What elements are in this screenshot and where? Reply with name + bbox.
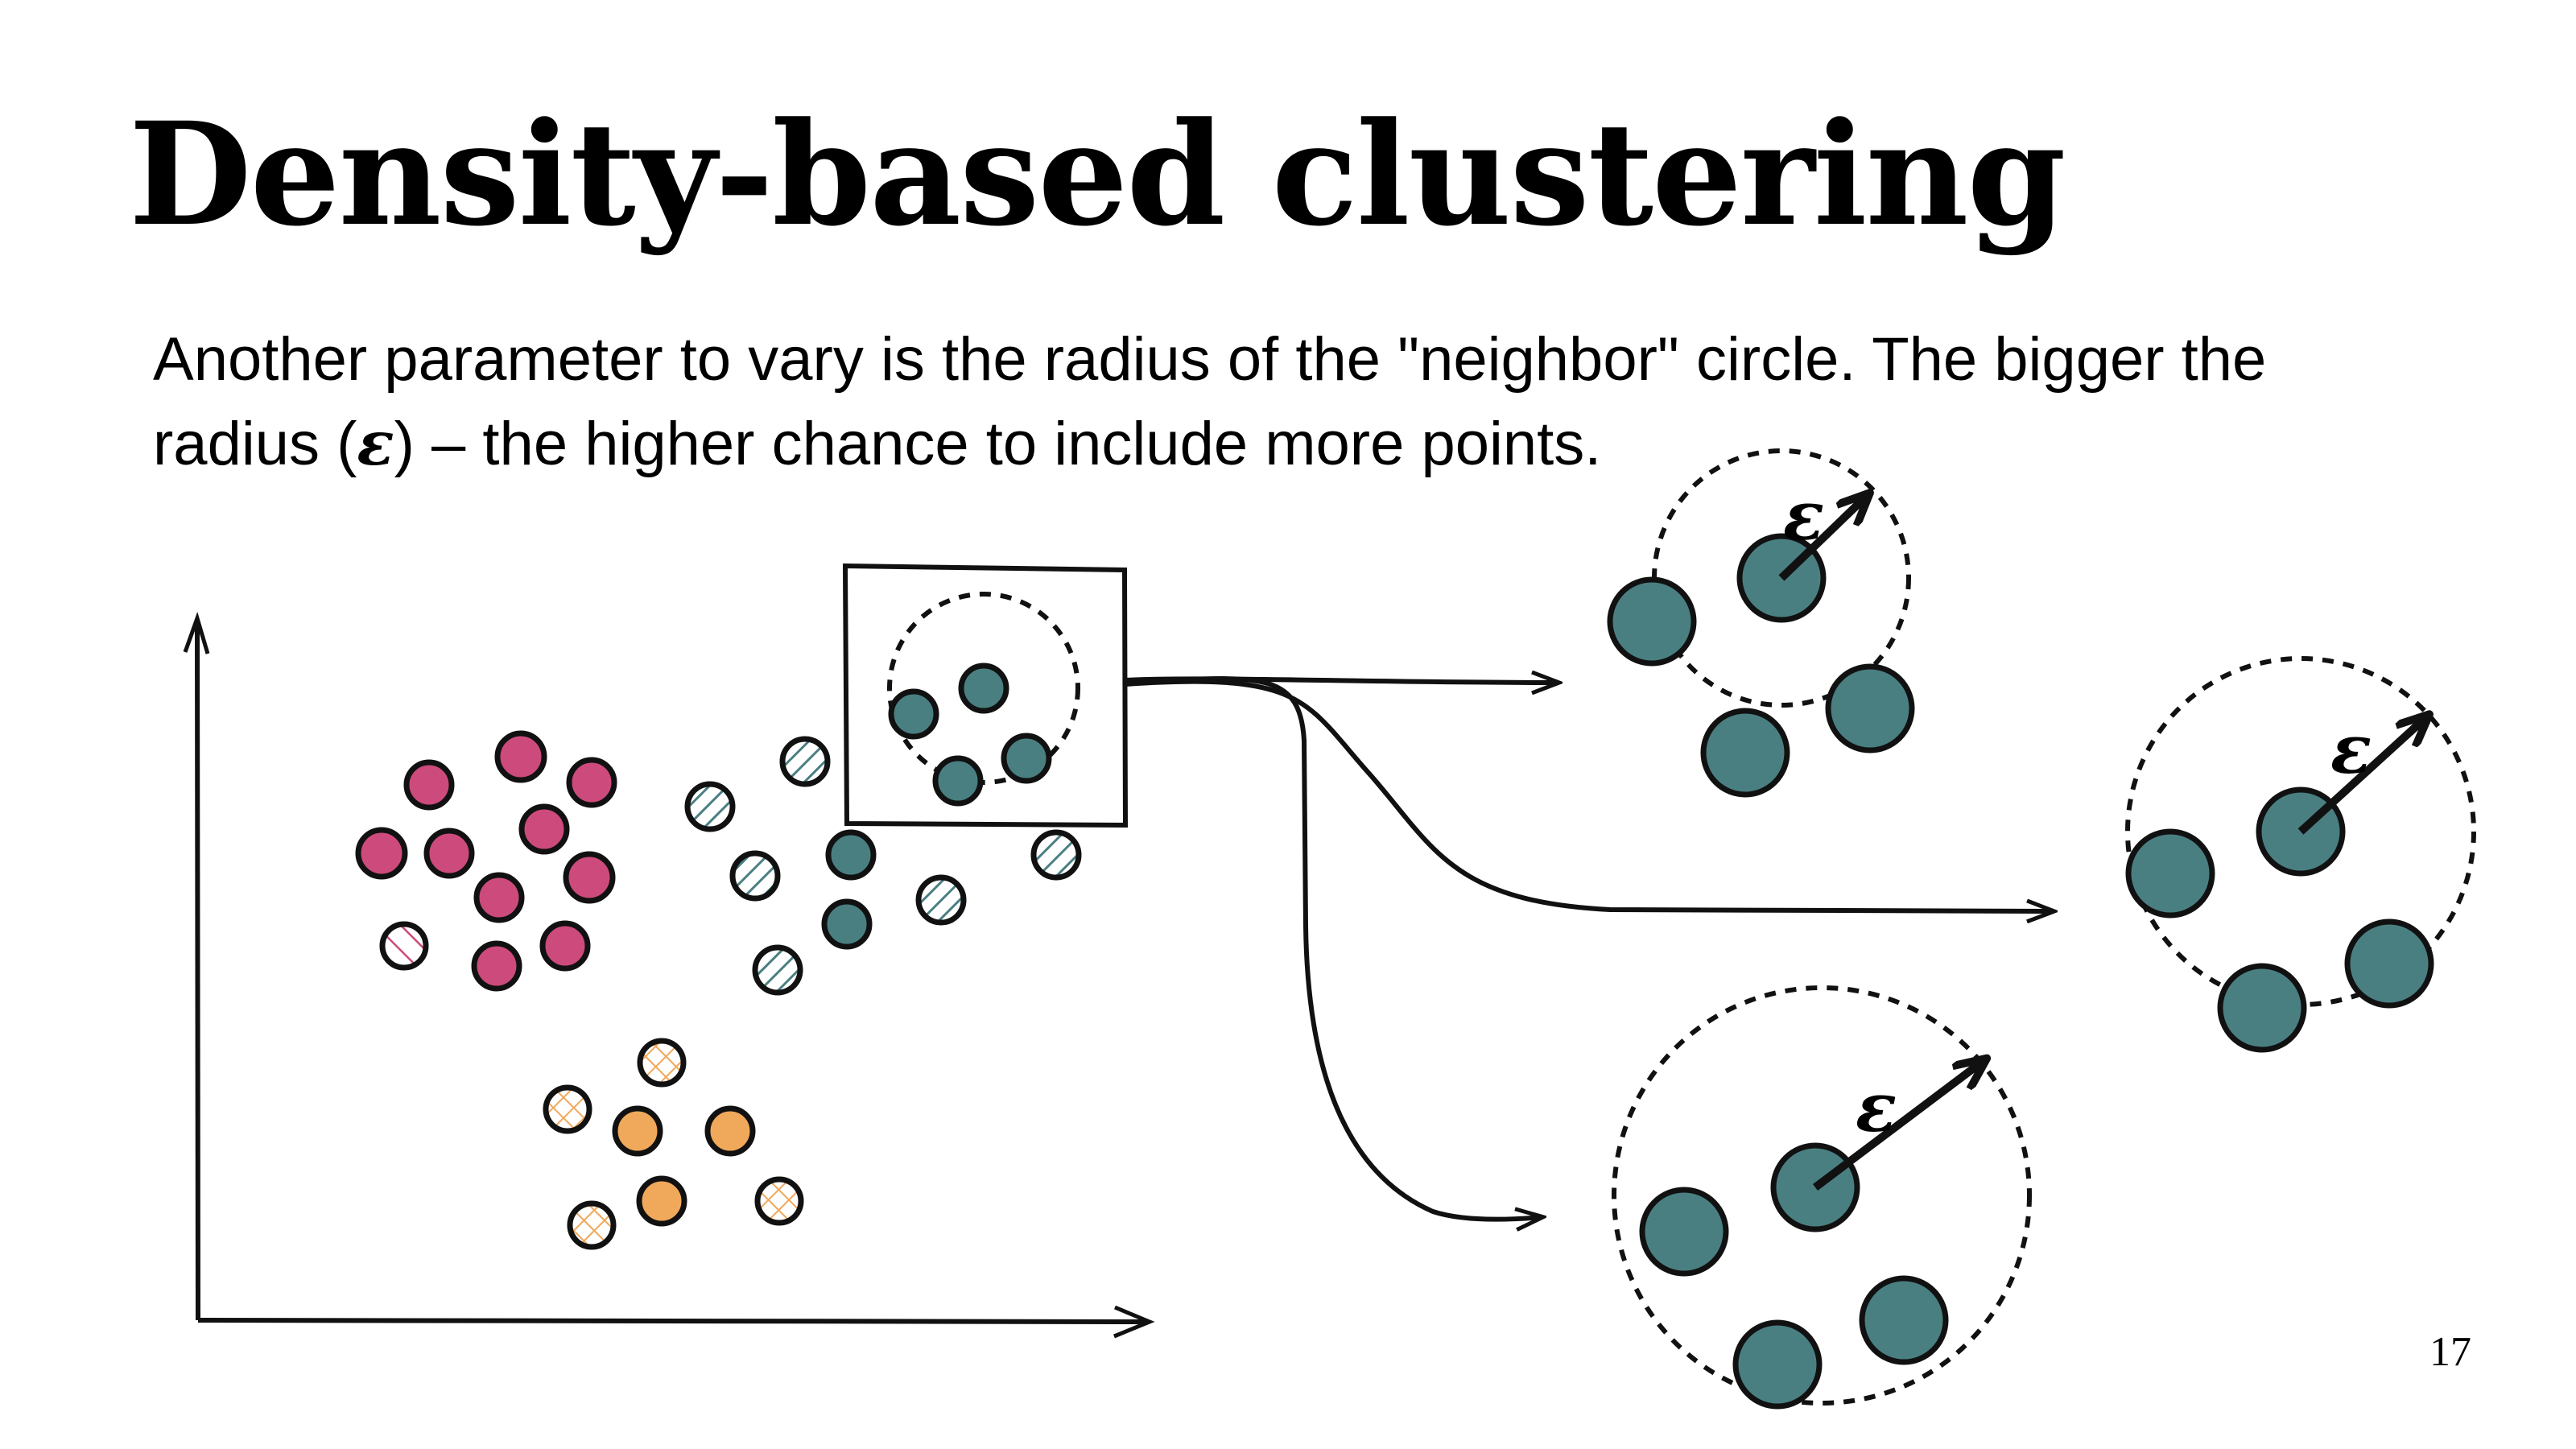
arrow-to-medium-epsilon xyxy=(1125,679,2053,911)
slide-title: Density-based clustering xyxy=(129,91,2066,258)
point xyxy=(2125,828,2215,919)
orange-cluster xyxy=(543,1038,804,1250)
point xyxy=(1732,1319,1823,1410)
body-line-2-end: ) – the higher chance to include more po… xyxy=(394,410,1602,478)
radius-arrow xyxy=(1778,495,1868,581)
point xyxy=(539,920,591,972)
point xyxy=(1639,1187,1729,1277)
arrow-to-large-epsilon xyxy=(1125,676,1542,1220)
point xyxy=(473,872,525,923)
point xyxy=(563,851,616,904)
point xyxy=(379,921,429,971)
point xyxy=(684,781,736,832)
point xyxy=(729,850,781,902)
point xyxy=(2217,963,2307,1053)
point xyxy=(355,827,408,880)
point xyxy=(1030,829,1082,881)
teal-cluster xyxy=(684,736,1082,996)
point xyxy=(915,874,967,926)
radius-label: ε xyxy=(1856,1067,1897,1147)
radius-arrow xyxy=(2297,716,2427,835)
body-text: Another parameter to vary is the radius … xyxy=(153,318,2471,486)
point xyxy=(754,1176,804,1226)
radius-arrow xyxy=(1812,1060,1984,1191)
epsilon-symbol: ε xyxy=(357,407,394,479)
radius-label: ε xyxy=(2330,709,2372,789)
point xyxy=(779,736,831,787)
neighbor-circle xyxy=(887,592,1080,785)
small-epsilon-neighborhood: ε xyxy=(1607,448,1915,798)
point xyxy=(566,757,617,808)
point xyxy=(612,1105,663,1157)
y-axis xyxy=(195,619,200,1321)
point xyxy=(2344,919,2434,1009)
point xyxy=(636,1175,687,1227)
point xyxy=(423,828,475,879)
point xyxy=(1700,708,1790,798)
x-axis-arrowhead xyxy=(1113,1305,1155,1339)
point xyxy=(958,663,1009,714)
epsilon-circle xyxy=(2125,656,2476,1007)
pink-cluster xyxy=(355,730,617,992)
point xyxy=(518,803,570,855)
point xyxy=(1607,576,1697,667)
point xyxy=(1001,733,1052,784)
point xyxy=(821,898,873,950)
body-line-2-start: radius ( xyxy=(153,410,357,478)
point xyxy=(403,759,455,811)
point xyxy=(932,755,984,807)
point xyxy=(1825,663,1915,753)
point xyxy=(543,1084,592,1134)
point xyxy=(1859,1275,1949,1365)
y-axis-arrowhead xyxy=(183,611,210,654)
point xyxy=(567,1200,617,1250)
point xyxy=(471,940,522,992)
point xyxy=(637,1038,687,1088)
point xyxy=(494,730,547,783)
axes xyxy=(183,611,1155,1339)
large-epsilon-neighborhood: ε xyxy=(1612,985,2032,1410)
point xyxy=(888,688,939,740)
body-line-1: Another parameter to vary is the radius … xyxy=(153,325,2267,394)
point xyxy=(825,829,877,881)
epsilon-circle xyxy=(1612,985,2032,1406)
page-number: 17 xyxy=(2429,1329,2471,1375)
connector-arrows xyxy=(1125,679,2053,1220)
radius-label: ε xyxy=(1783,476,1824,555)
medium-epsilon-neighborhood: ε xyxy=(2125,656,2476,1053)
x-axis xyxy=(197,1318,1148,1324)
point xyxy=(752,944,803,996)
zoom-box xyxy=(842,563,1129,828)
point xyxy=(704,1105,756,1157)
